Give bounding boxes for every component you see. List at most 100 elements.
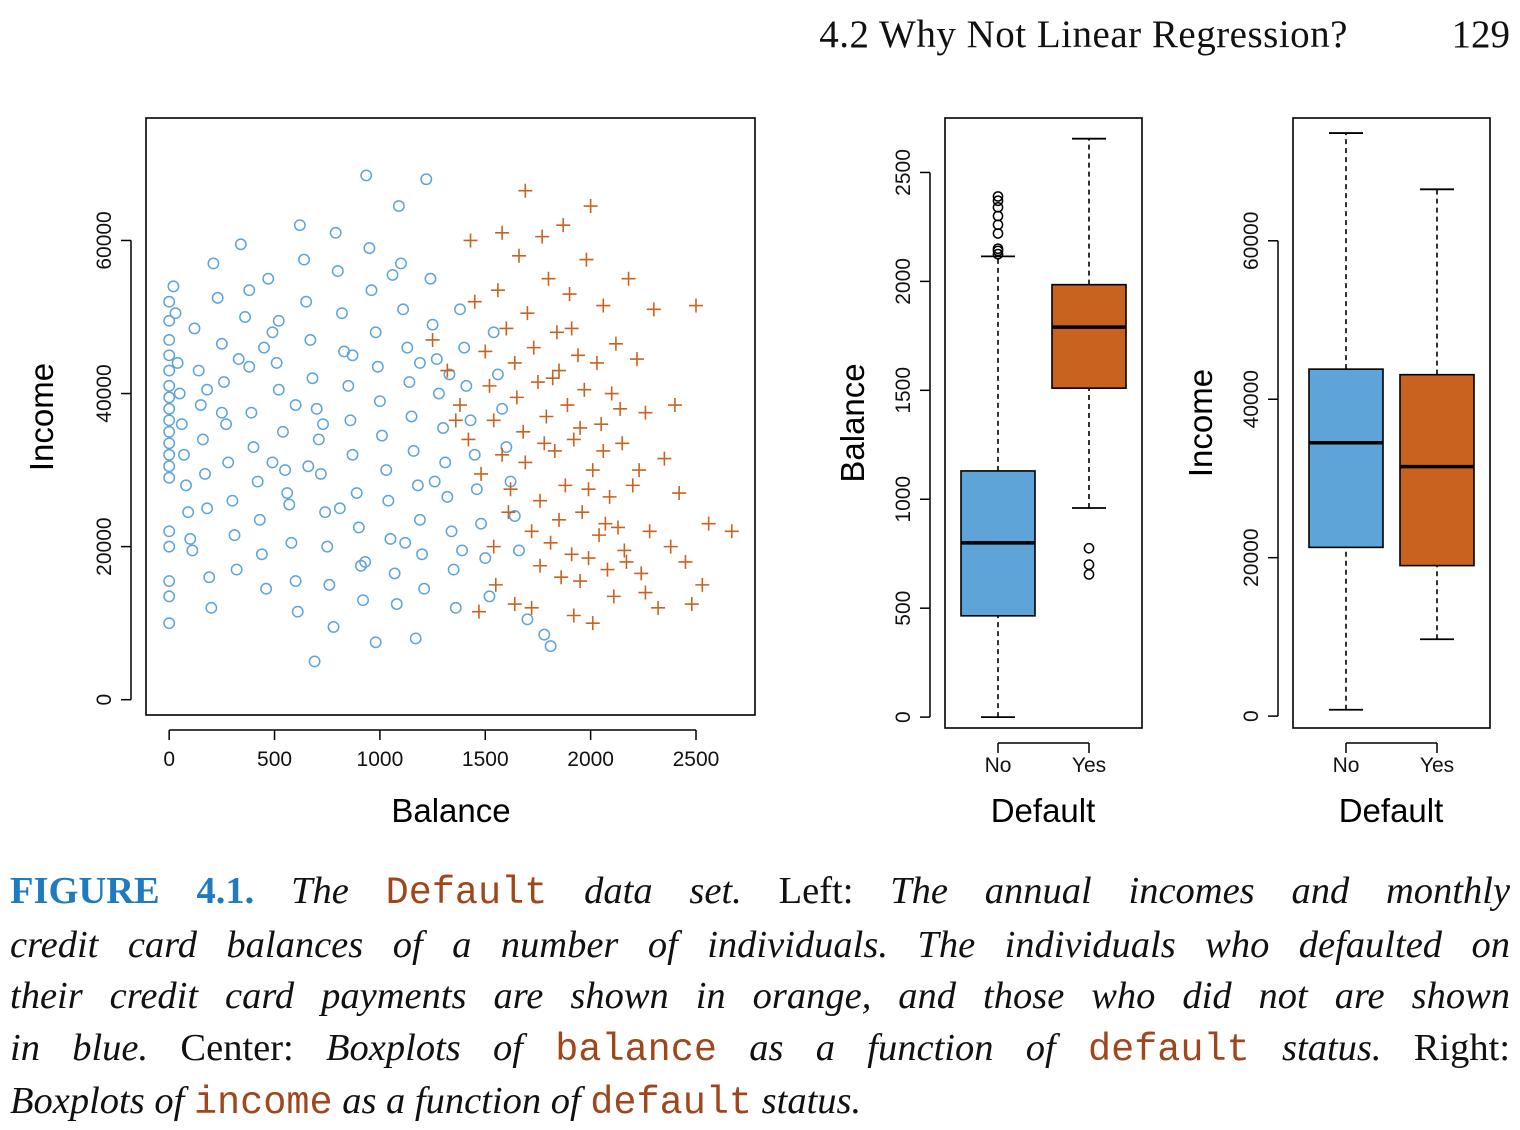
default-point xyxy=(596,443,611,458)
caption-text: status. xyxy=(1282,1026,1382,1069)
outlier-point xyxy=(1083,569,1095,580)
income-boxplot-marks xyxy=(1308,132,1475,711)
no-default-point xyxy=(346,448,359,461)
x-tick-label: No xyxy=(1333,754,1360,777)
no-default-point xyxy=(230,563,243,576)
no-default-point xyxy=(407,444,420,457)
default-point xyxy=(615,436,630,451)
no-default-point xyxy=(376,429,388,442)
running-title: 4.2 Why Not Linear Regression? xyxy=(819,13,1348,56)
no-default-point xyxy=(186,544,199,557)
no-default-point xyxy=(163,391,176,404)
default-point xyxy=(516,424,531,439)
outlier-point xyxy=(992,210,1004,222)
no-default-point xyxy=(251,475,264,488)
no-default-point xyxy=(441,490,454,503)
no-default-point xyxy=(182,506,195,519)
default-point xyxy=(606,589,621,604)
default-point xyxy=(585,463,600,478)
default-point xyxy=(482,378,497,393)
no-default-point xyxy=(538,628,551,641)
page-number: 129 xyxy=(1451,13,1511,56)
figure-caption: FIGURE 4.1. The Default data set. Left: … xyxy=(10,866,1510,1130)
income-boxplot-y-axis: 0 20000 40000 60000 xyxy=(1240,212,1279,722)
default-point xyxy=(688,298,703,313)
income-boxplot-x-label: Default xyxy=(1339,792,1444,829)
no-default-point xyxy=(464,414,477,427)
caption-text: as a function of xyxy=(342,1080,581,1122)
income-boxplot-panel: 0 20000 40000 60000 No Yes Default Income xyxy=(1182,117,1491,829)
default-point xyxy=(724,524,739,539)
default-point xyxy=(638,405,653,420)
caption-line-4: in blue. Center: Boxplots of balance as … xyxy=(10,1023,1510,1077)
no-default-point xyxy=(310,402,323,415)
balance-boxplot-y-label: Balance xyxy=(834,363,871,482)
no-default-point xyxy=(253,513,266,526)
no-default-point xyxy=(215,406,228,419)
default-point xyxy=(560,398,575,413)
default-point xyxy=(646,302,661,317)
no-default-point xyxy=(272,314,285,327)
default-point xyxy=(579,252,594,267)
no-default-point xyxy=(169,307,182,320)
default-point xyxy=(499,321,514,336)
x-tick-label: 2500 xyxy=(673,748,720,771)
default-point xyxy=(461,432,476,447)
no-default-point xyxy=(371,360,384,373)
default-point xyxy=(495,225,510,240)
no-default-point xyxy=(163,590,176,603)
running-head: 4.2 Why Not Linear Regression? 129 xyxy=(0,8,1510,58)
scatter-x-axis: 0 500 1000 1500 2000 2500 xyxy=(163,729,720,771)
no-default-point xyxy=(411,479,424,492)
no-default-point xyxy=(243,284,256,297)
default-point xyxy=(488,577,503,592)
no-default-point xyxy=(447,563,460,576)
no-default-point xyxy=(270,356,283,369)
default-point xyxy=(507,355,522,370)
no-default-point xyxy=(262,272,275,285)
no-default-point xyxy=(445,525,458,538)
default-point xyxy=(608,336,623,351)
no-default-point xyxy=(163,460,176,473)
default-point xyxy=(518,455,533,470)
no-default-point xyxy=(397,303,410,316)
outlier-point xyxy=(1083,542,1095,554)
no-default-point xyxy=(192,364,205,377)
caption-section-right: Right: xyxy=(1413,1026,1511,1069)
no-default-point xyxy=(312,433,325,446)
default-point xyxy=(463,233,478,248)
no-default-point xyxy=(331,265,344,278)
no-default-point xyxy=(289,399,302,411)
default-point xyxy=(564,321,579,336)
default-point xyxy=(467,294,482,309)
default-point xyxy=(573,574,588,589)
default-point xyxy=(566,432,581,447)
default-point xyxy=(564,547,579,562)
balance-boxplot-panel: 0 500 1000 1500 2000 2500 No Yes Default Balan… xyxy=(834,117,1143,829)
caption-code-default-dataset: Default xyxy=(385,871,548,915)
income-boxplot-y-label: Income xyxy=(1182,369,1219,477)
default-point xyxy=(589,355,604,370)
no-default-point xyxy=(403,376,416,389)
y-tick-label: 1000 xyxy=(892,476,915,523)
no-default-point xyxy=(487,326,500,339)
no-default-point xyxy=(163,379,176,392)
scatter-panel: 0 500 1000 1500 2000 2500 0 20000 40000 60000 Ba… xyxy=(23,117,756,829)
no-default-point xyxy=(413,513,426,526)
no-default-point xyxy=(260,582,273,595)
no-default-point xyxy=(272,383,285,396)
default-point xyxy=(583,199,598,214)
default-point xyxy=(632,463,647,478)
default-point xyxy=(617,543,632,558)
caption-text: The annual incomes and monthly xyxy=(890,870,1511,912)
no-default-point xyxy=(384,533,397,545)
box-iqr xyxy=(1399,373,1475,567)
no-default-point xyxy=(399,536,412,549)
no-default-point xyxy=(458,341,471,354)
no-default-point xyxy=(163,448,176,461)
no-default-point xyxy=(232,353,245,366)
no-default-point xyxy=(205,601,218,614)
default-point xyxy=(581,551,596,566)
no-default-point xyxy=(369,326,382,339)
no-default-point xyxy=(327,621,340,633)
